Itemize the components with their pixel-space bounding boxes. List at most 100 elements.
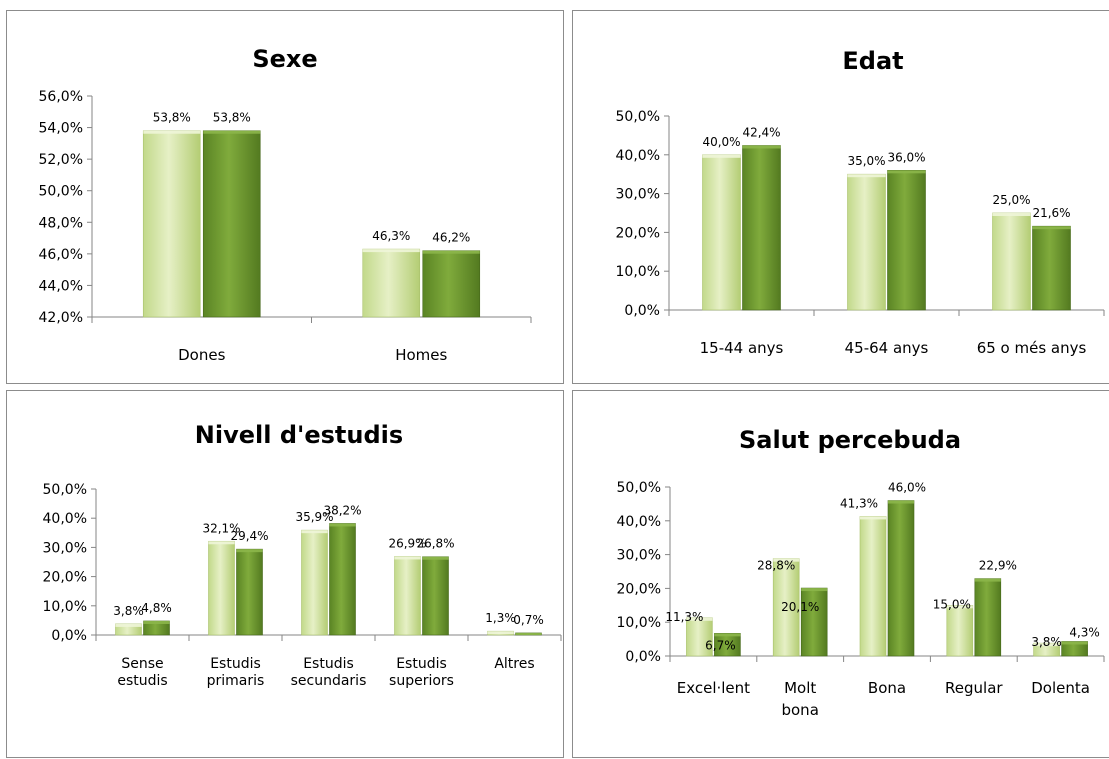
y-tick-label: 0,0% [624, 303, 660, 319]
bar-cap [946, 605, 973, 609]
data-label: 46,2% [432, 231, 470, 245]
bar-cap [143, 130, 201, 134]
y-tick-label: 30,0% [617, 548, 661, 564]
y-tick-label: 20,0% [616, 225, 660, 241]
bar-cap [992, 213, 1031, 216]
y-tick-label: 40,0% [616, 148, 660, 164]
chart-svg: Sexe 42,0% 44,0% 46,0% 48,0% 50,0% 52,0% 54,0% 5… [39, 45, 532, 364]
bar-cap [773, 558, 800, 562]
x-category-label: Excel·lent [677, 679, 750, 697]
chart-panel-edat: Edat 0,0% 10,0% 20,0% 30,0% 40,0% 50,0% 40,0% 42… [572, 10, 1109, 384]
x-category-label: Regular [945, 679, 1003, 697]
bar-cap [1033, 643, 1060, 647]
data-label: 22,9% [979, 559, 1017, 573]
bar-estudis-primaris-series-2 [236, 548, 263, 636]
bar-cap [394, 556, 421, 560]
bar-cap [515, 632, 542, 635]
x-category-label: Sense estudis [117, 656, 167, 689]
bar-cap [143, 620, 170, 624]
bar-cap [362, 249, 420, 253]
y-tick-label: 10,0% [617, 615, 661, 631]
bar-cap [208, 541, 235, 545]
x-category-label: Estudis superiors [389, 656, 454, 689]
chart-title: Sexe [252, 45, 317, 73]
chart-panel-sexe: Sexe 42,0% 44,0% 46,0% 48,0% 50,0% 52,0% 54,0% 5… [6, 10, 564, 384]
bar-cap [487, 631, 514, 635]
bar-estudis-secundaris-series-1 [301, 529, 328, 636]
bar-homes-series-1 [362, 248, 421, 318]
data-label: 53,8% [153, 111, 191, 125]
y-tick-label: 50,0% [617, 480, 661, 496]
y-tick-label: 0,0% [51, 628, 87, 644]
bar-dones-series-1 [142, 130, 201, 318]
chart-title: Nivell d'estudis [195, 421, 403, 449]
bar-15-44-anys-series-1 [702, 154, 741, 311]
y-tick-label: 40,0% [43, 511, 87, 527]
data-label: 28,8% [757, 559, 795, 573]
bar-molt-bona-series-1 [772, 558, 800, 657]
data-label: 53,8% [213, 111, 251, 125]
x-category-label: 65 o més anys [977, 339, 1087, 357]
y-tick-label: 48,0% [39, 215, 83, 231]
y-tick-label: 20,0% [43, 570, 87, 586]
data-label: 32,1% [202, 521, 240, 535]
bar-cap [974, 578, 1001, 582]
bar-regular-series-2 [974, 578, 1002, 657]
y-tick-label: 50,0% [39, 184, 83, 200]
bar-cap [742, 145, 781, 149]
bar-cap [714, 633, 741, 637]
bar-sense-estudis-series-1 [115, 623, 142, 636]
y-tick-label: 46,0% [39, 247, 83, 263]
y-tick-label: 42,0% [39, 310, 83, 326]
data-label: 36,0% [887, 150, 925, 164]
data-label: 46,0% [888, 481, 926, 495]
data-label: 21,6% [1032, 206, 1070, 220]
y-tick-label: 50,0% [43, 482, 87, 498]
y-tick-label: 56,0% [39, 89, 83, 105]
data-label: 26,8% [416, 537, 454, 551]
data-label: 4,8% [141, 601, 172, 615]
x-category-label: Homes [395, 346, 447, 364]
x-category-label: Estudis primaris [207, 656, 265, 689]
data-label: 4,3% [1069, 625, 1100, 639]
data-label: 41,3% [840, 496, 878, 510]
y-tick-label: 52,0% [39, 152, 83, 168]
data-label: 15,0% [933, 597, 971, 611]
x-category-label: Dolenta [1031, 679, 1090, 697]
x-category-label: 15-44 anys [700, 339, 784, 357]
bar-cap [203, 130, 261, 134]
bar-cap [1032, 226, 1071, 230]
data-label: 35,9% [295, 510, 333, 524]
y-tick-label: 20,0% [617, 581, 661, 597]
y-tick-label: 30,0% [43, 540, 87, 556]
data-label: 25,0% [992, 193, 1030, 207]
data-label: 11,3% [665, 610, 703, 624]
bar-estudis-superiors-series-1 [394, 556, 421, 636]
bar-45-64-anys-series-2 [887, 170, 926, 311]
bar-15-44-anys-series-2 [742, 145, 781, 311]
bar-dones-series-2 [202, 130, 261, 318]
bar-65-o-mes-anys-series-2 [1032, 225, 1071, 311]
chart-title: Edat [842, 47, 903, 75]
data-label: 3,8% [113, 604, 144, 618]
bar-cap [847, 174, 886, 178]
bar-estudis-primaris-series-1 [208, 540, 235, 636]
bar-cap [115, 623, 142, 627]
data-label: 46,3% [372, 229, 410, 243]
bar-cap [702, 154, 741, 158]
chart-svg: Edat0,0%10,0%20,0%30,0%40,0%50,0%40,0%42… [616, 47, 1105, 357]
y-tick-label: 0,0% [625, 649, 661, 665]
bar-cap [422, 250, 480, 254]
x-category-label: Bona [868, 679, 906, 697]
y-tick-label: 54,0% [39, 121, 83, 137]
y-tick-label: 40,0% [617, 514, 661, 530]
x-category-label: Molt bona [781, 679, 818, 719]
bar-molt-bona-series-2 [800, 587, 828, 657]
bar-cap [801, 588, 828, 592]
bar-regular-series-1 [946, 605, 974, 657]
y-tick-label: 50,0% [616, 109, 660, 125]
y-tick-label: 44,0% [39, 278, 83, 294]
bar-bona-series-1 [859, 516, 887, 657]
x-category-label: Dones [178, 346, 225, 364]
bar-cap [422, 556, 449, 560]
